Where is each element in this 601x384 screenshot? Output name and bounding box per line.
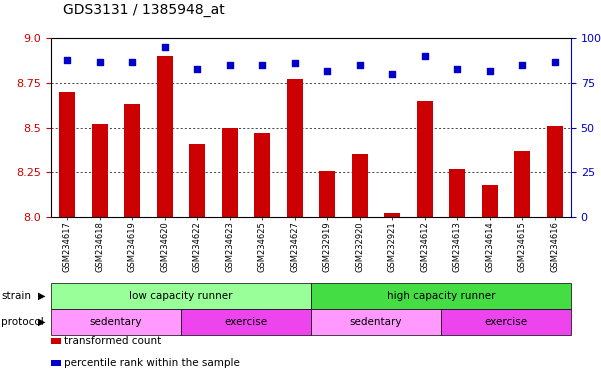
Bar bbox=[416, 101, 433, 217]
Text: protocol: protocol bbox=[1, 317, 44, 327]
Text: transformed count: transformed count bbox=[64, 336, 162, 346]
Bar bbox=[254, 133, 270, 217]
Point bbox=[257, 62, 267, 68]
Bar bbox=[157, 56, 173, 217]
Bar bbox=[92, 124, 108, 217]
Point bbox=[420, 53, 430, 59]
Bar bbox=[189, 144, 206, 217]
Text: low capacity runner: low capacity runner bbox=[129, 291, 233, 301]
Bar bbox=[384, 214, 400, 217]
Text: strain: strain bbox=[1, 291, 31, 301]
Bar bbox=[287, 79, 303, 217]
Text: sedentary: sedentary bbox=[350, 317, 402, 327]
Bar bbox=[319, 170, 335, 217]
Point bbox=[95, 58, 105, 65]
Text: GDS3131 / 1385948_at: GDS3131 / 1385948_at bbox=[63, 3, 225, 17]
Point bbox=[517, 62, 527, 68]
Text: exercise: exercise bbox=[484, 317, 528, 327]
Point bbox=[550, 58, 560, 65]
Bar bbox=[222, 127, 238, 217]
Text: percentile rank within the sample: percentile rank within the sample bbox=[64, 358, 240, 368]
Bar bbox=[59, 92, 76, 217]
Bar bbox=[514, 151, 530, 217]
Point bbox=[63, 57, 72, 63]
Point bbox=[127, 58, 137, 65]
Point bbox=[160, 44, 169, 50]
Text: sedentary: sedentary bbox=[90, 317, 142, 327]
Bar bbox=[481, 185, 498, 217]
Text: high capacity runner: high capacity runner bbox=[386, 291, 495, 301]
Point bbox=[290, 60, 299, 66]
Point bbox=[485, 68, 495, 74]
Bar bbox=[124, 104, 141, 217]
Point bbox=[225, 62, 234, 68]
Point bbox=[323, 68, 332, 74]
Point bbox=[192, 66, 202, 72]
Bar bbox=[352, 154, 368, 217]
Point bbox=[355, 62, 365, 68]
Bar bbox=[546, 126, 563, 217]
Point bbox=[453, 66, 462, 72]
Bar bbox=[449, 169, 465, 217]
Text: ▶: ▶ bbox=[38, 291, 45, 301]
Point bbox=[388, 71, 397, 77]
Text: ▶: ▶ bbox=[38, 317, 45, 327]
Text: exercise: exercise bbox=[224, 317, 267, 327]
